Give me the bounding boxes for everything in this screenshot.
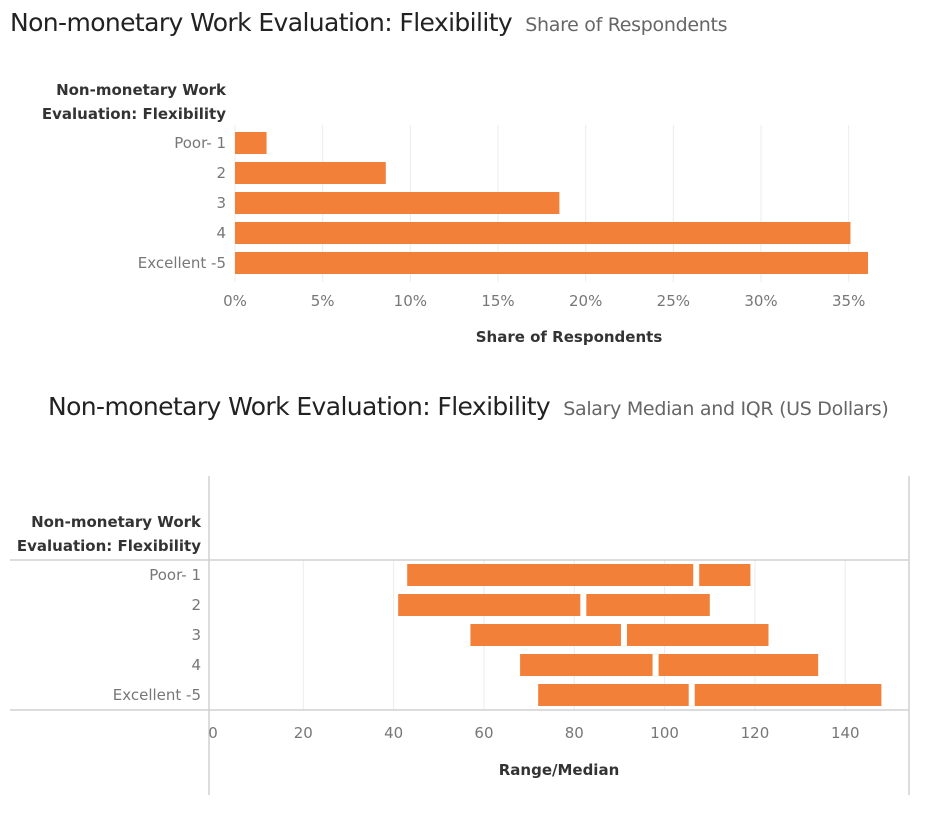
chart1-subtitle: Share of Respondents xyxy=(525,14,728,36)
share-chart-category-labels: Poor- 1 2 3 4 Excellent -5 xyxy=(138,134,226,272)
share-chart-category-label: 4 xyxy=(216,224,226,242)
salary-chart-category-label: 3 xyxy=(191,626,201,644)
salary-chart-tick-label: 100 xyxy=(650,724,679,742)
salary-chart-lower-iqr-bar xyxy=(520,654,653,676)
salary-chart-category-label: Excellent -5 xyxy=(113,686,201,704)
salary-chart-tick-label: 120 xyxy=(741,724,770,742)
salary-chart-tick-label: 40 xyxy=(384,724,403,742)
share-chart-x-axis-title: Share of Respondents xyxy=(476,328,663,346)
salary-chart-upper-iqr-bar xyxy=(626,624,769,646)
salary-chart-tick-labels: 0 20 40 60 80 100 120 140 xyxy=(208,724,859,742)
salary-chart-upper-iqr-bar xyxy=(699,564,751,586)
share-chart-bar xyxy=(235,252,868,274)
share-chart-dimension-header-line2: Evaluation: Flexibility xyxy=(42,105,226,123)
salary-chart-tick-label: 80 xyxy=(565,724,584,742)
chart1-title-row: Non-monetary Work Evaluation: Flexibilit… xyxy=(10,8,728,37)
share-chart-tick-label: 20% xyxy=(569,292,602,310)
chart2-subtitle: Salary Median and IQR (US Dollars) xyxy=(563,398,889,420)
salary-chart-lower-iqr-bar xyxy=(470,624,621,646)
share-chart-category-label: 2 xyxy=(216,164,226,182)
salary-chart-lower-iqr-bar xyxy=(398,594,581,616)
salary-chart-category-label: Poor- 1 xyxy=(149,566,201,584)
share-chart: Non-monetary Work Evaluation: Flexibilit… xyxy=(42,81,868,346)
salary-chart-category-label: 2 xyxy=(191,596,201,614)
salary-chart-dimension-header-line2: Evaluation: Flexibility xyxy=(17,537,201,555)
share-chart-category-label: Excellent -5 xyxy=(138,254,226,272)
salary-chart-lower-iqr-bar xyxy=(407,564,694,586)
share-chart-bar xyxy=(235,222,851,244)
salary-chart-category-label: 4 xyxy=(191,656,201,674)
salary-chart-tick-label: 20 xyxy=(294,724,313,742)
share-chart-tick-label: 5% xyxy=(311,292,335,310)
share-chart-tick-labels: 0% 5% 10% 15% 20% 25% 30% 35% xyxy=(223,292,865,310)
salary-chart-tick-label: 60 xyxy=(474,724,493,742)
chart2-title-row: Non-monetary Work Evaluation: Flexibilit… xyxy=(48,392,889,421)
share-chart-dimension-header-line1: Non-monetary Work xyxy=(56,81,227,99)
chart1-title: Non-monetary Work Evaluation: Flexibilit… xyxy=(10,8,513,37)
share-chart-bars xyxy=(235,132,868,274)
salary-chart-upper-iqr-bar xyxy=(694,684,882,706)
salary-chart-upper-iqr-bar xyxy=(586,594,710,616)
share-chart-tick-label: 15% xyxy=(481,292,514,310)
salary-chart-tick-label: 0 xyxy=(208,724,218,742)
share-chart-bar xyxy=(235,162,386,184)
share-chart-bar xyxy=(235,132,267,154)
share-chart-tick-label: 10% xyxy=(394,292,427,310)
salary-chart-upper-iqr-bar xyxy=(658,654,819,676)
share-chart-category-label: 3 xyxy=(216,194,226,212)
salary-chart-x-axis-title: Range/Median xyxy=(499,761,620,779)
share-chart-tick-label: 30% xyxy=(744,292,777,310)
salary-chart-lower-iqr-bar xyxy=(538,684,689,706)
share-chart-category-label: Poor- 1 xyxy=(174,134,226,152)
share-chart-tick-label: 0% xyxy=(223,292,247,310)
chart2-title: Non-monetary Work Evaluation: Flexibilit… xyxy=(48,392,551,421)
salary-chart: Non-monetary Work Evaluation: Flexibilit… xyxy=(10,476,910,795)
share-chart-tick-label: 25% xyxy=(657,292,690,310)
share-chart-bar xyxy=(235,192,560,214)
share-chart-tick-label: 35% xyxy=(832,292,865,310)
salary-chart-category-labels: Poor- 1 2 3 4 Excellent -5 xyxy=(113,566,201,704)
salary-chart-bars xyxy=(398,564,882,706)
salary-chart-dimension-header-line1: Non-monetary Work xyxy=(31,513,202,531)
salary-chart-tick-label: 140 xyxy=(831,724,860,742)
